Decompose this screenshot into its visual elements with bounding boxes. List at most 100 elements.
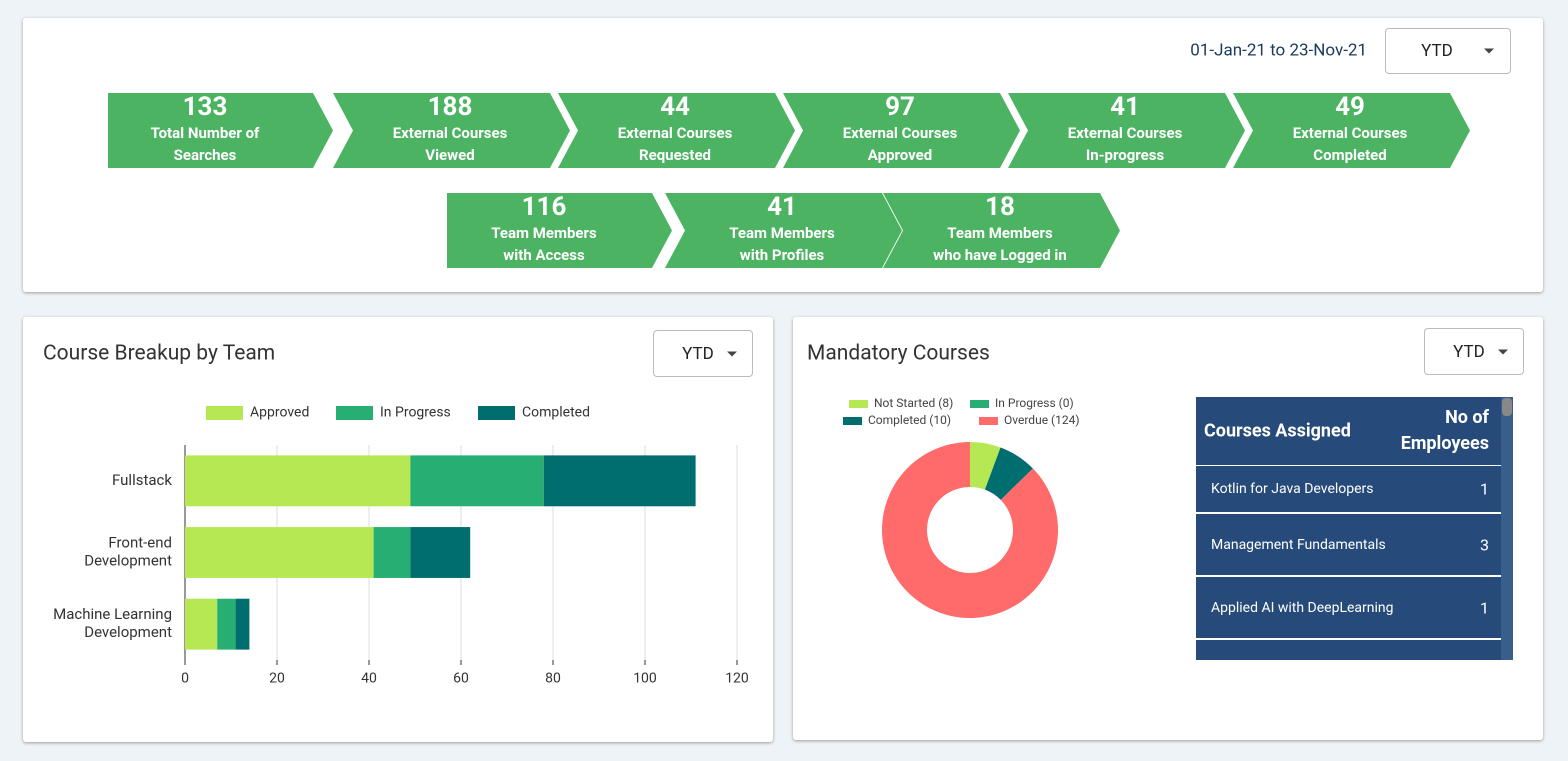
kpi-label: Total Number of [151, 124, 260, 142]
kpi-label: Team Members [491, 224, 597, 242]
courses-table: Courses Assigned No of Employees Kotlin … [1196, 397, 1513, 660]
dropdown-value: YTD [682, 343, 714, 364]
course-name: Applied AI with DeepLearning [1211, 599, 1394, 616]
pie-slice [970, 442, 1001, 490]
table-row: The Modric Tree and [1196, 640, 1501, 660]
y-tick-label: Machine Learning [53, 605, 172, 623]
kpi-label: External Courses [1293, 124, 1408, 142]
header-cell: Courses Assigned [1204, 420, 1351, 442]
x-tick-label: 120 [725, 671, 749, 687]
kpi-chevron [558, 93, 795, 168]
x-tick-label: 60 [453, 671, 469, 687]
table-row: Applied AI with DeepLearning 1 [1196, 577, 1501, 638]
employee-count: 3 [1480, 535, 1489, 554]
table-row: Management Fundamentals 3 [1196, 514, 1501, 575]
kpi-label: Team Members [947, 224, 1053, 242]
kpi-value: 41 [1110, 92, 1140, 122]
course-name: Kotlin for Java Developers [1211, 481, 1374, 497]
legend-label: Overdue (124) [1004, 413, 1080, 427]
pie-slice [984, 447, 1033, 500]
bar-segment [410, 527, 471, 578]
kpi-value: 44 [660, 92, 690, 122]
kpi-value: 18 [985, 192, 1015, 222]
legend-swatch [336, 406, 373, 420]
caret [727, 351, 737, 356]
kpi-label: External Courses [843, 124, 958, 142]
period-dropdown[interactable]: YTD [1424, 328, 1524, 375]
scroll-thumb[interactable] [1502, 398, 1512, 416]
pie-slice [881, 442, 1058, 619]
x-tick-label: 40 [361, 671, 377, 687]
y-tick-label: Front-end [108, 533, 172, 551]
bar-segment [185, 455, 411, 507]
legend-swatch [849, 400, 868, 408]
legend-label: Not Started (8) [874, 396, 953, 410]
kpi-value: 97 [885, 92, 915, 122]
course-name: Management Fundamentals [1211, 536, 1386, 553]
caret [1484, 48, 1494, 54]
legend-swatch [970, 400, 989, 408]
table-header: Courses Assigned No of Employees [1196, 397, 1501, 465]
bar-segment [373, 527, 411, 578]
header-cell: No of Employees [1400, 407, 1489, 454]
kpi-label: Team Members [729, 224, 835, 242]
period-dropdown[interactable]: YTD [653, 330, 753, 377]
x-tick-label: 80 [545, 671, 561, 687]
kpi-label: External Courses [393, 124, 508, 142]
kpi-chevron [447, 193, 672, 268]
kpi-label: External Courses [1068, 124, 1183, 142]
bar-segment [543, 455, 696, 507]
period-dropdown[interactable]: YTD [1385, 28, 1511, 74]
kpi-label: Requested [639, 146, 711, 164]
legend-label: Completed [522, 405, 590, 421]
kpi-chevron [333, 93, 570, 168]
y-tick-label: Development [84, 551, 172, 569]
bar-segment [185, 598, 218, 650]
kpi-label: In-progress [1086, 146, 1165, 164]
legend-swatch [843, 417, 862, 425]
x-tick-label: 20 [269, 671, 285, 687]
kpi-label: Completed [1313, 146, 1386, 164]
legend-swatch [478, 406, 515, 420]
employee-count: 1 [1480, 598, 1489, 617]
kpi-label: with Access [503, 246, 585, 264]
bar-segment [235, 598, 250, 650]
legend-label: In Progress [380, 405, 451, 421]
caret [1498, 349, 1508, 354]
legend-label: Approved [250, 405, 309, 421]
chart-title: Course Breakup by Team [43, 342, 275, 366]
kpi-value: 116 [522, 192, 567, 222]
kpi-chevron [665, 193, 902, 268]
kpi-label: Searches [174, 146, 237, 164]
kpi-label: External Courses [618, 124, 733, 142]
y-tick-label: Fullstack [112, 471, 172, 489]
table-row: Kotlin for Java Developers 1 [1196, 466, 1501, 512]
kpi-label: with Profiles [740, 246, 825, 264]
chart-title: Mandatory Courses [807, 342, 990, 366]
dropdown-value: YTD [1453, 341, 1485, 362]
kpi-value: 133 [183, 92, 228, 122]
scrollbar[interactable] [1501, 397, 1513, 660]
kpi-value: 41 [767, 192, 797, 222]
kpi-chevron [783, 93, 1020, 168]
bar-segment [217, 598, 236, 650]
date-range: 01-Jan-21 to 23-Nov-21 [1190, 40, 1367, 60]
kpi-label: who have Logged in [933, 246, 1067, 264]
kpi-label: Viewed [425, 146, 474, 164]
kpi-label: Approved [868, 146, 932, 164]
kpi-chevron [108, 93, 333, 168]
kpi-value: 49 [1335, 92, 1365, 122]
x-tick-label: 100 [633, 671, 657, 687]
legend-label: Completed (10) [868, 413, 951, 427]
dropdown-value: YTD [1421, 41, 1453, 61]
legend-swatch [979, 417, 998, 425]
legend-swatch [206, 406, 243, 420]
x-tick-label: 0 [181, 671, 189, 687]
bar-segment [185, 527, 374, 578]
y-tick-label: Development [84, 623, 172, 641]
legend-label: In Progress (0) [995, 396, 1074, 410]
kpi-value: 188 [428, 92, 473, 122]
kpi-chevron [883, 193, 1120, 268]
